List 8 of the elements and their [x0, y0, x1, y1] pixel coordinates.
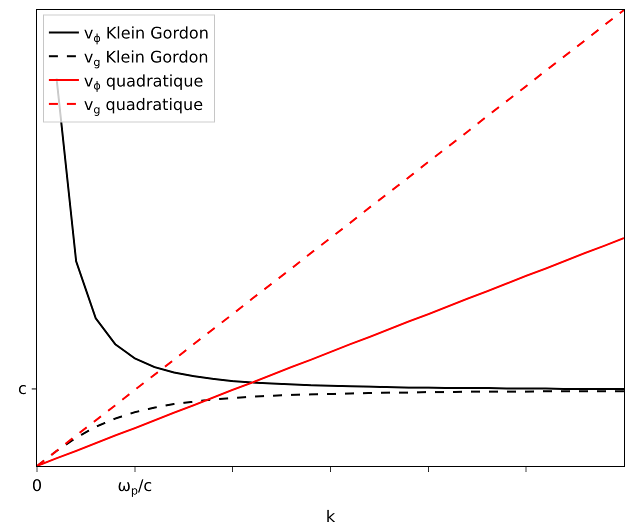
legend-label: v$_{g}$ quadratique	[84, 95, 204, 116]
x-tick-label: 0	[32, 476, 42, 496]
legend-label: v$_{ϕ}$ Klein Gordon	[84, 24, 209, 46]
x-axis-title: k	[326, 507, 336, 526]
legend-label: v$_{ϕ}$ quadratique	[84, 71, 204, 93]
legend-label: v$_{g}$ Klein Gordon	[84, 48, 209, 69]
text: c	[18, 379, 27, 398]
x-tick-label: ω$_{p}$/c	[117, 476, 152, 498]
